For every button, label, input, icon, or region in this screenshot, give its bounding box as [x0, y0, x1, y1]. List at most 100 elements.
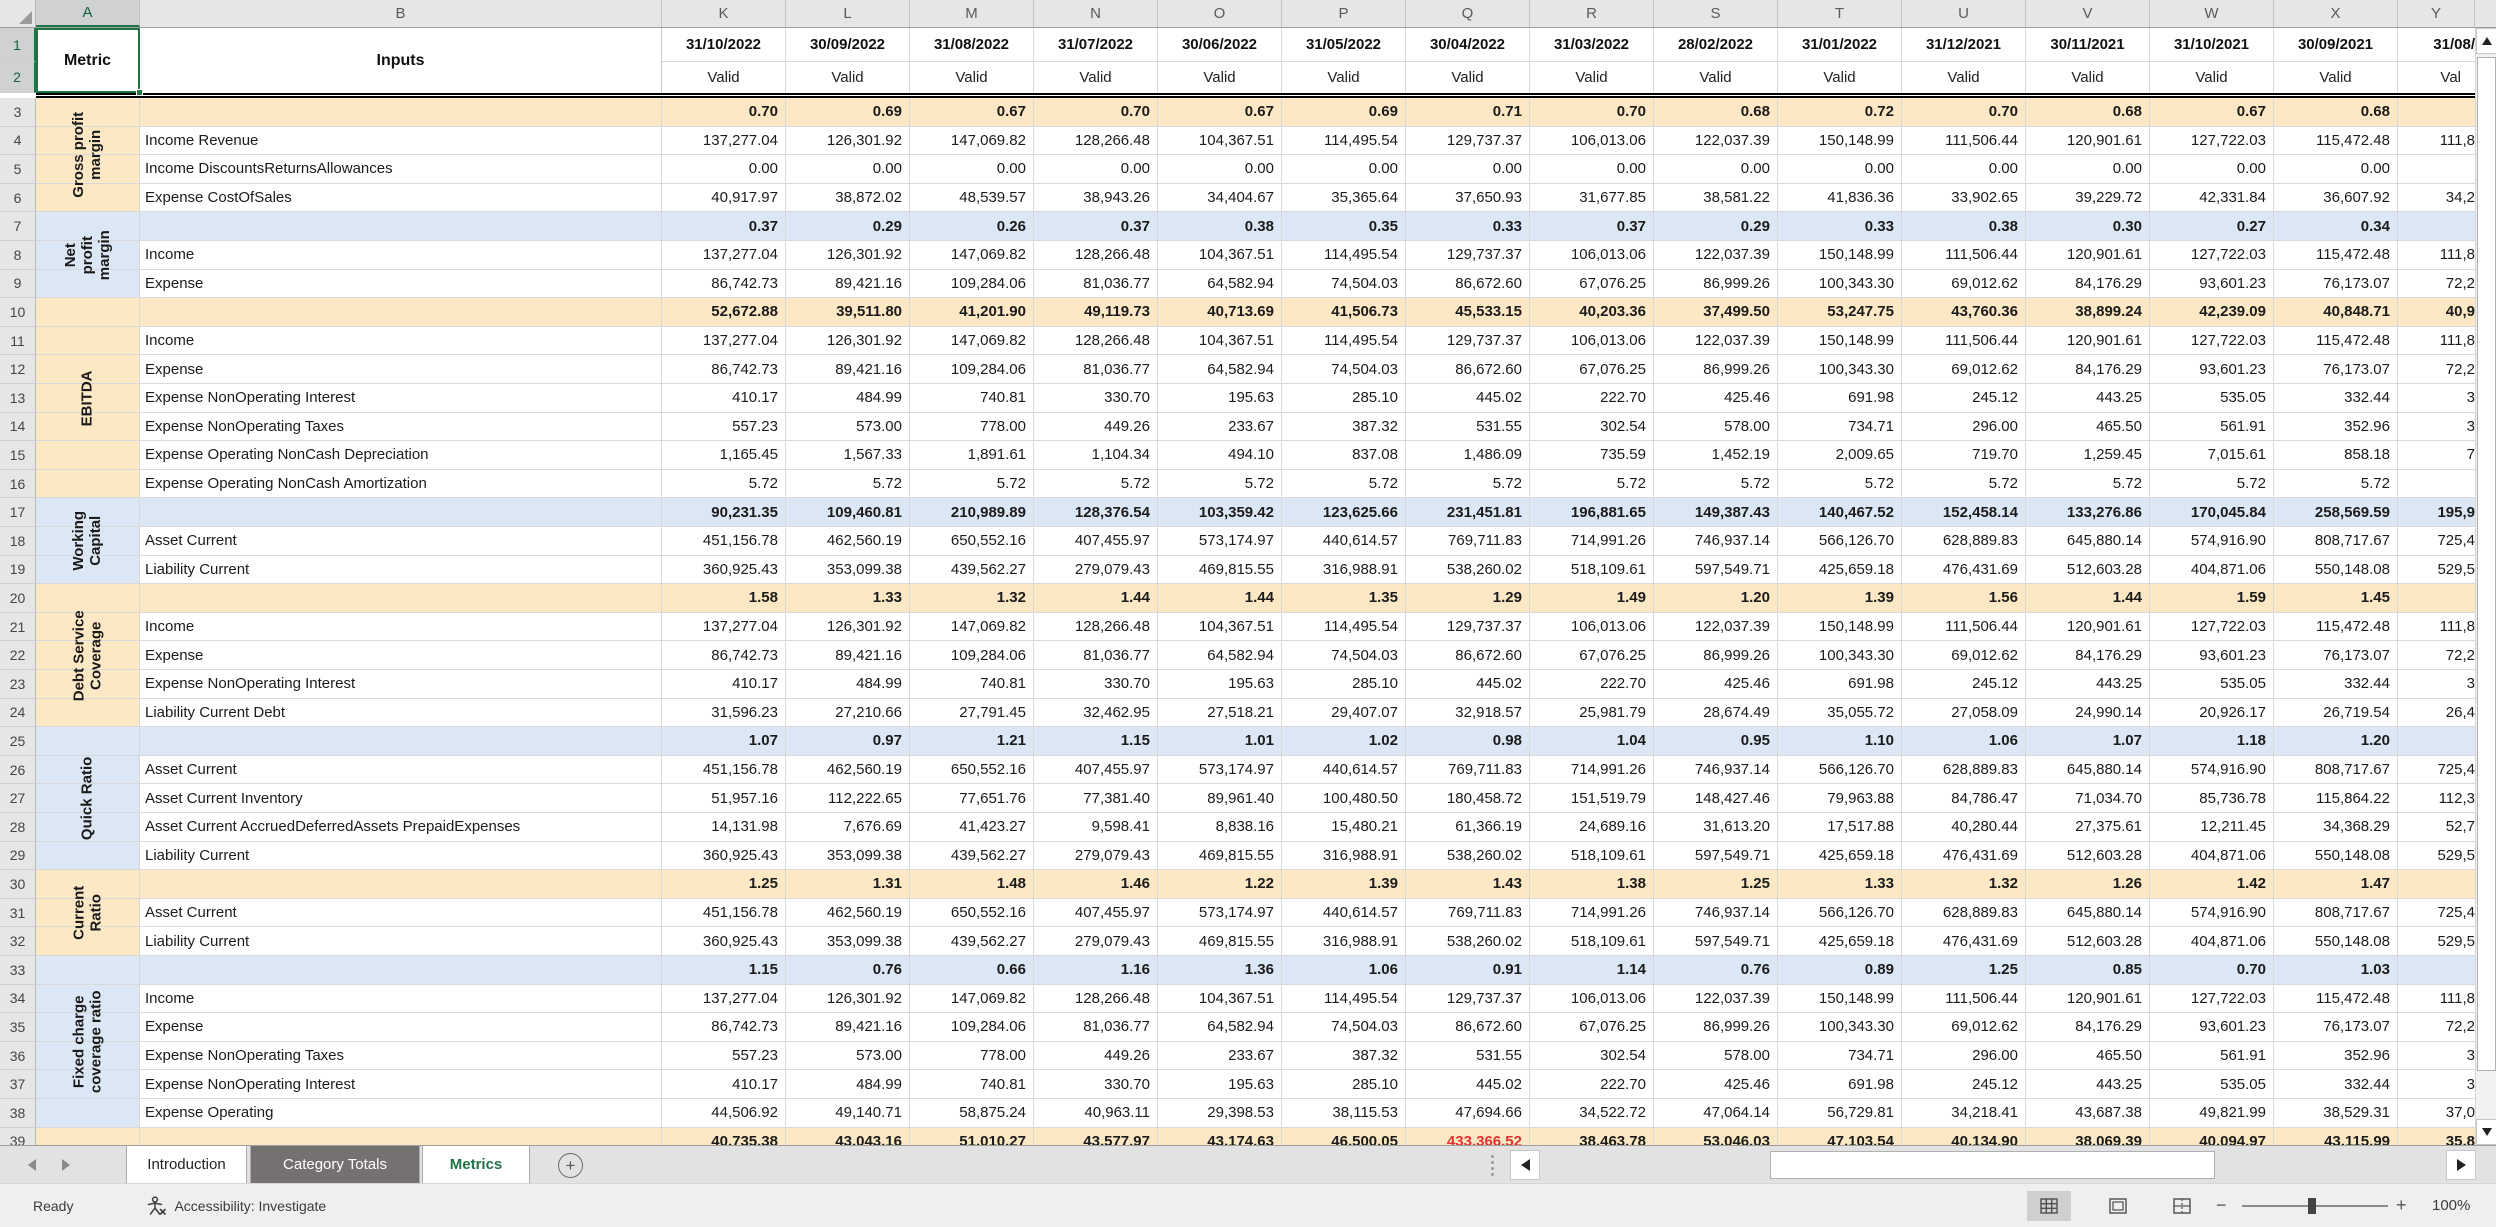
row-label[interactable]: Expense NonOperating Interest: [140, 1070, 662, 1099]
cell[interactable]: 1.25: [1902, 956, 2026, 985]
cell[interactable]: 5.72: [1034, 469, 1158, 499]
cell[interactable]: 1.44: [2026, 584, 2150, 613]
metric-header-cell[interactable]: Metric: [36, 28, 140, 93]
group-cell[interactable]: [36, 641, 140, 670]
partial-column-cell[interactable]: 725,4: [2398, 755, 2475, 785]
cell[interactable]: 40,713.69: [1158, 298, 1282, 327]
cell[interactable]: 719.70: [1902, 441, 2026, 470]
cell[interactable]: 484.99: [786, 1070, 910, 1099]
cell[interactable]: 440,614.57: [1282, 527, 1406, 556]
cell[interactable]: 106,013.06: [1530, 612, 1654, 642]
row-label[interactable]: Expense Operating: [140, 1099, 662, 1128]
cell[interactable]: 1,104.34: [1034, 441, 1158, 470]
row-header-2[interactable]: 2: [0, 62, 36, 93]
cell[interactable]: 0.70: [2150, 956, 2274, 985]
partial-column-cell[interactable]: 72,2: [2398, 269, 2475, 299]
cell[interactable]: 0.00: [2150, 155, 2274, 184]
valid-cell[interactable]: Valid: [2150, 62, 2274, 93]
cell[interactable]: 86,742.73: [662, 1013, 786, 1042]
cell[interactable]: 1.33: [1778, 870, 1902, 899]
group-label-net-profit-margin[interactable]: Net profit margin: [36, 212, 140, 298]
cell[interactable]: 74,504.03: [1282, 269, 1406, 299]
cell[interactable]: 0.70: [1530, 98, 1654, 127]
date-header-cell[interactable]: 28/02/2022: [1654, 28, 1778, 62]
cell[interactable]: 14,131.98: [662, 813, 786, 842]
valid-cell[interactable]: Valid: [1282, 62, 1406, 93]
cell[interactable]: 1.20: [2274, 727, 2398, 756]
group-label-quick-ratio[interactable]: Quick Ratio: [36, 727, 140, 870]
cell[interactable]: 38,872.02: [786, 183, 910, 213]
cell[interactable]: 746,937.14: [1654, 527, 1778, 556]
row-label[interactable]: Expense Operating NonCash Amortization: [140, 469, 662, 499]
cell[interactable]: 353,099.38: [786, 555, 910, 585]
cell[interactable]: 0.00: [786, 155, 910, 184]
column-header-K[interactable]: K: [662, 0, 786, 27]
cell[interactable]: 150,148.99: [1778, 612, 1902, 642]
cell[interactable]: 149,387.43: [1654, 498, 1778, 527]
cell[interactable]: 127,722.03: [2150, 612, 2274, 642]
column-header-U[interactable]: U: [1902, 0, 2026, 27]
group-label-debt-service-coverage[interactable]: Debt Service Coverage: [36, 584, 140, 727]
cell[interactable]: 330.70: [1034, 1070, 1158, 1099]
cell[interactable]: 81,036.77: [1034, 1013, 1158, 1042]
partial-column-cell[interactable]: 112,3: [2398, 784, 2475, 813]
cell[interactable]: 566,126.70: [1778, 527, 1902, 556]
cell[interactable]: 86,672.60: [1406, 1013, 1530, 1042]
cell[interactable]: 296.00: [1902, 1041, 2026, 1071]
cell[interactable]: 5.72: [662, 469, 786, 499]
cell[interactable]: 40,094.97: [2150, 1127, 2274, 1145]
cell[interactable]: 1.21: [910, 727, 1034, 756]
cell[interactable]: 451,156.78: [662, 755, 786, 785]
group-cell[interactable]: [36, 298, 140, 327]
cell[interactable]: 43,174.63: [1158, 1127, 1282, 1145]
cell[interactable]: 425.46: [1654, 1070, 1778, 1099]
cell[interactable]: 440,614.57: [1282, 755, 1406, 785]
page-layout-view-button[interactable]: [2096, 1191, 2140, 1221]
row-label[interactable]: Expense: [140, 355, 662, 384]
cell[interactable]: 550,148.08: [2274, 927, 2398, 956]
row-label[interactable]: Liability Current Debt: [140, 698, 662, 728]
cell[interactable]: 578.00: [1654, 1041, 1778, 1071]
cell[interactable]: 404,871.06: [2150, 927, 2274, 956]
cell[interactable]: 484.99: [786, 670, 910, 699]
group-label-working-capital[interactable]: Working Capital: [36, 498, 140, 584]
cell[interactable]: 0.70: [1902, 98, 2026, 127]
row-header-37[interactable]: 37: [0, 1070, 36, 1099]
cell[interactable]: 148,427.46: [1654, 784, 1778, 813]
cell[interactable]: 302.54: [1530, 412, 1654, 442]
cell[interactable]: 129,737.37: [1406, 126, 1530, 156]
cell[interactable]: 1,567.33: [786, 441, 910, 470]
row-header-10[interactable]: 10: [0, 298, 36, 327]
column-header-L[interactable]: L: [786, 0, 910, 27]
cell[interactable]: 285.10: [1282, 1070, 1406, 1099]
cell[interactable]: 67,076.25: [1530, 269, 1654, 299]
cell[interactable]: 85,736.78: [2150, 784, 2274, 813]
valid-cell[interactable]: Valid: [2026, 62, 2150, 93]
cell[interactable]: 42,331.84: [2150, 183, 2274, 213]
cell[interactable]: 5.72: [2150, 469, 2274, 499]
cell[interactable]: 150,148.99: [1778, 326, 1902, 356]
cell[interactable]: 47,064.14: [1654, 1099, 1778, 1128]
cell[interactable]: 127,722.03: [2150, 984, 2274, 1014]
cell[interactable]: 31,613.20: [1654, 813, 1778, 842]
cell[interactable]: 89,421.16: [786, 355, 910, 384]
cell[interactable]: 137,277.04: [662, 241, 786, 270]
column-header-P[interactable]: P: [1282, 0, 1406, 27]
page-break-preview-button[interactable]: [2160, 1191, 2204, 1221]
cell[interactable]: 89,961.40: [1158, 784, 1282, 813]
row-label[interactable]: Asset Current: [140, 755, 662, 785]
cell[interactable]: 425,659.18: [1778, 927, 1902, 956]
date-header-cell[interactable]: 31/03/2022: [1530, 28, 1654, 62]
cell[interactable]: 561.91: [2150, 412, 2274, 442]
valid-cell[interactable]: Valid: [2274, 62, 2398, 93]
cell[interactable]: 5.72: [1406, 469, 1530, 499]
cell[interactable]: 114,495.54: [1282, 612, 1406, 642]
group-cell[interactable]: [36, 956, 140, 985]
cell[interactable]: 735.59: [1530, 441, 1654, 470]
cell[interactable]: 41,506.73: [1282, 298, 1406, 327]
cell[interactable]: 120,901.61: [2026, 326, 2150, 356]
row-header-1[interactable]: 1: [0, 28, 36, 62]
cell[interactable]: 67,076.25: [1530, 355, 1654, 384]
cell[interactable]: 64,582.94: [1158, 641, 1282, 670]
cell[interactable]: 538,260.02: [1406, 841, 1530, 871]
